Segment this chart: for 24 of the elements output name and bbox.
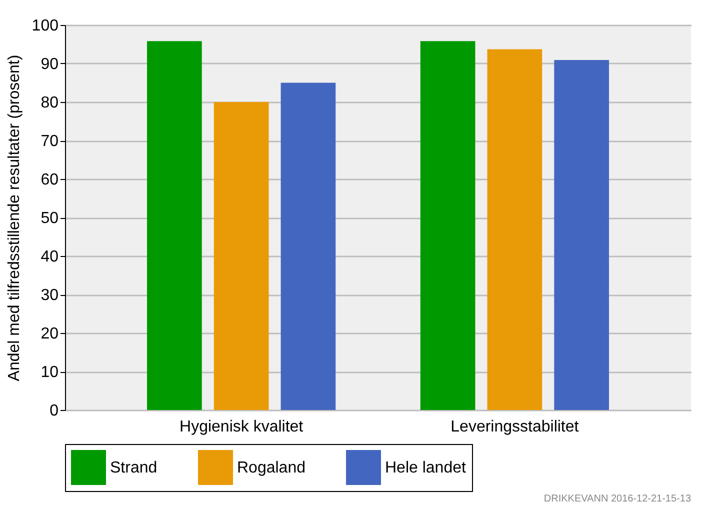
- y-tick-label: 0: [50, 402, 59, 420]
- y-tick-label: 50: [40, 210, 59, 227]
- legend-label: Hele landet: [385, 460, 466, 476]
- text: DRIKKEVANN 2016-12-21-15-13: [544, 494, 692, 504]
- x-tick-label: Hygienisk kvalitet: [180, 418, 304, 436]
- bar: [280, 82, 336, 410]
- y-tick-label: 100: [32, 18, 59, 34]
- bar: [554, 60, 609, 410]
- y-tick-label: 10: [40, 364, 59, 381]
- y-tick-label: 90: [40, 56, 59, 73]
- y-tick-label: 80: [40, 94, 59, 112]
- bar: [147, 41, 202, 410]
- bar: [487, 49, 542, 410]
- bar: [214, 102, 269, 410]
- y-axis-title: Andel med tilfredsstillende resultater (prosent): [6, 54, 23, 382]
- x-tick-label: Leveringsstabilitet: [450, 418, 580, 436]
- y-tick-label: 40: [40, 248, 59, 266]
- y-tick-label: 70: [40, 133, 59, 150]
- y-tick-label: 60: [40, 172, 59, 188]
- y-tick-label: 20: [40, 326, 59, 342]
- legend-label: Strand: [110, 460, 158, 476]
- legend-label: Rogaland: [237, 460, 306, 476]
- y-tick-label: 30: [40, 287, 59, 304]
- bar: [420, 41, 476, 410]
